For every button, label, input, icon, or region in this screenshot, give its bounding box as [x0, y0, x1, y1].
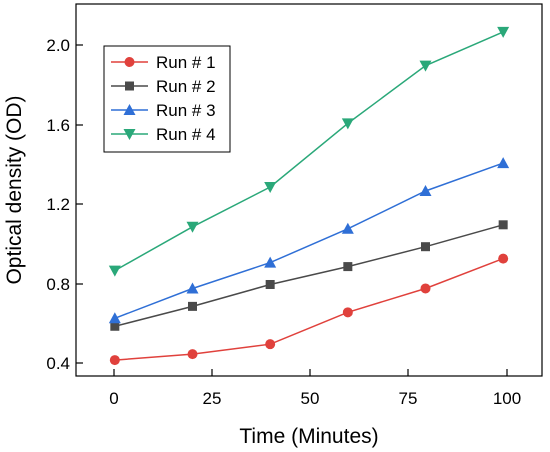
legend-label: Run # 4 — [156, 125, 216, 144]
x-tick-label: 100 — [493, 389, 521, 408]
y-tick-label: 1.6 — [46, 116, 70, 135]
data-point — [419, 60, 432, 72]
y-tick-label: 0.4 — [46, 354, 70, 373]
series-run-4 — [108, 26, 510, 277]
data-point — [264, 256, 277, 268]
data-point — [498, 253, 509, 264]
legend-swatches — [111, 57, 148, 140]
y-axis-title: Optical density (OD) — [3, 95, 26, 284]
data-point — [110, 321, 120, 331]
data-point — [108, 312, 121, 324]
data-point — [421, 242, 430, 252]
plot-frame — [75, 3, 543, 377]
y-tick-label: 1.2 — [46, 195, 70, 214]
legend-swatch-marker — [123, 129, 136, 140]
series-run-2 — [110, 220, 508, 331]
data-point — [187, 349, 198, 360]
data-point — [341, 118, 354, 130]
data-point — [342, 307, 353, 318]
data-point — [265, 339, 276, 350]
data-point — [108, 265, 121, 277]
legend-swatch-marker — [125, 81, 134, 91]
series-line — [114, 224, 504, 328]
legend-swatch-marker — [124, 57, 135, 67]
y-tick-label: 2.0 — [46, 36, 70, 55]
data-point — [265, 279, 275, 289]
data-point — [497, 26, 510, 38]
data-point — [343, 262, 353, 272]
y-ticks: 0.4 0.8 1.2 1.6 2.0 — [46, 36, 83, 373]
x-tick-label: 50 — [301, 389, 320, 408]
data-point — [109, 355, 120, 366]
series-run-3 — [108, 157, 510, 324]
series-line — [114, 257, 504, 361]
data-point — [420, 283, 431, 294]
data-point — [186, 221, 199, 233]
data-point — [264, 182, 277, 194]
legend-label: Run # 3 — [156, 101, 216, 120]
data-point — [188, 301, 197, 311]
legend-label: Run # 2 — [156, 77, 216, 96]
data-point — [498, 220, 508, 230]
series-layer — [108, 26, 510, 366]
legend-swatch-marker — [123, 104, 136, 115]
x-tick-label: 25 — [203, 389, 222, 408]
x-axis-title: Time (Minutes) — [239, 425, 378, 448]
legend-label: Run # 1 — [156, 53, 216, 72]
data-point — [341, 222, 354, 234]
data-point — [497, 157, 510, 169]
series-run-1 — [109, 253, 509, 366]
x-tick-label: 75 — [399, 389, 418, 408]
x-tick-label: 0 — [109, 389, 118, 408]
series-line — [114, 31, 504, 272]
series-line — [114, 162, 504, 320]
data-point — [186, 282, 199, 294]
y-tick-label: 0.8 — [46, 275, 70, 294]
x-ticks: 0 25 50 75 100 — [109, 369, 521, 408]
legend: Run # 1 Run # 2 Run # 3 Run # 4 — [103, 45, 231, 153]
data-point — [419, 184, 432, 196]
